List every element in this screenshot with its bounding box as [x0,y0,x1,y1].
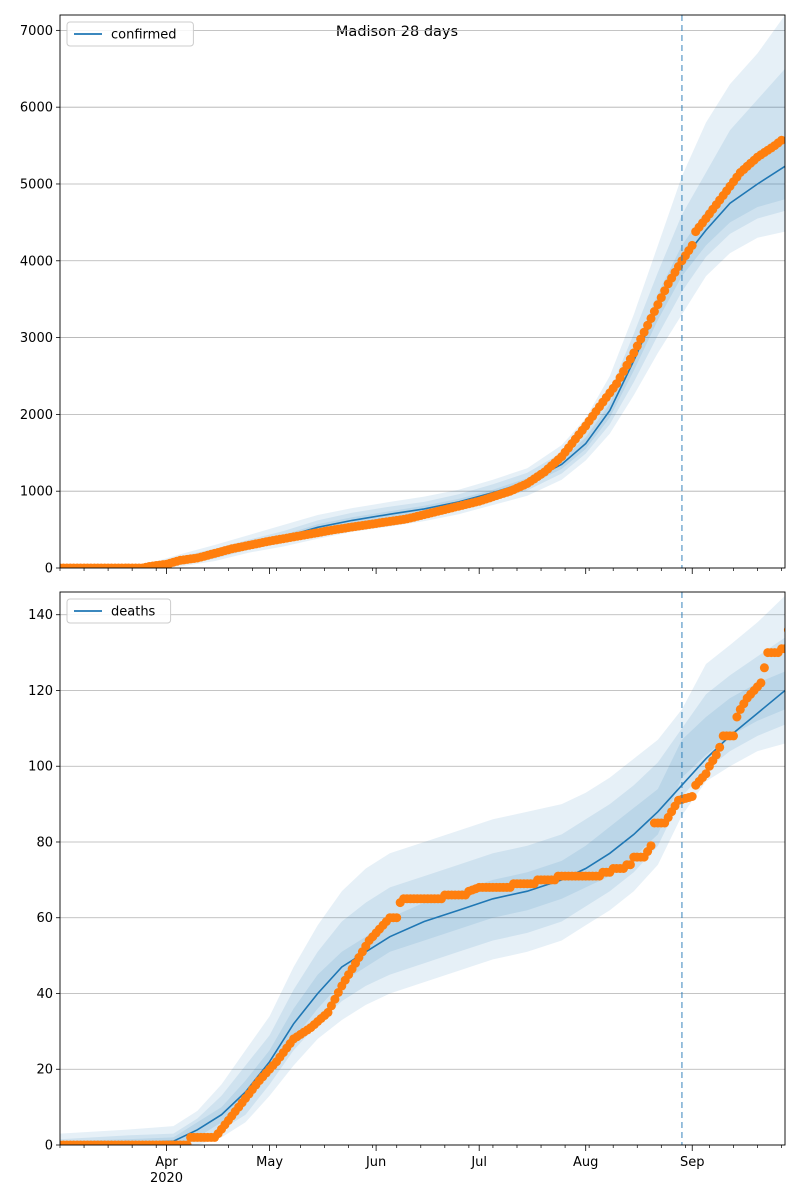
observed-point [756,678,766,688]
x-tick-label: May [256,1155,283,1170]
observed-point [687,240,697,250]
observed-point [653,300,663,310]
y-tick-label: 120 [28,684,53,699]
legend-label: confirmed [111,28,177,43]
confidence-band-inner [60,671,785,1145]
observed-point [660,286,670,296]
observed-point [732,712,742,722]
legend-box [66,598,172,624]
y-tick-label: 2000 [20,408,53,423]
figure-title: Madison 28 days [336,24,458,40]
confidence-band-middle [60,68,785,568]
observed-point [701,769,711,779]
observed-point [333,988,343,997]
y-tick-label: 40 [36,987,53,1002]
x-tick-sublabel: 2020 [150,1171,183,1186]
plot-area [60,15,785,568]
observed-point [646,313,656,323]
observed-point [656,293,666,303]
y-tick-label: 6000 [20,101,53,116]
observed-point [729,731,738,741]
y-tick-label: 100 [28,760,53,775]
axes-frame [59,14,786,569]
confidence-band-middle [60,637,785,1145]
y-tick-label: 5000 [20,177,53,192]
x-tick-label: Apr [155,1155,178,1170]
confidence-band-outer [60,595,785,1145]
observed-point [326,1001,336,1011]
y-tick-label: 3000 [20,331,53,346]
observed-point [780,644,785,654]
observed-point [787,625,796,634]
y-tick-label: 80 [36,835,53,850]
y-tick-label: 0 [45,562,53,577]
observed-point [711,750,721,760]
legend-box [66,21,194,47]
y-tick-label: 140 [28,608,53,623]
fit-line [60,689,785,1145]
observed-point [759,663,769,673]
y-tick-label: 4000 [20,254,53,269]
legend-label: deaths [111,605,156,620]
observed-point [636,334,646,344]
observed-point [625,860,635,870]
legend: confirmed [66,21,194,47]
y-tick-label: 7000 [20,24,53,39]
confidence-band-outer [60,15,785,568]
observed-point [629,348,639,358]
observed-point [632,341,642,351]
observed-point [392,913,402,923]
confidence-band-inner [60,137,785,568]
y-tick-label: 60 [36,911,53,926]
x-tick-label: Aug [573,1155,598,1170]
observed-point [639,327,649,337]
observed-point [687,792,697,801]
observed-point [643,320,653,330]
y-tick-label: 20 [36,1063,53,1078]
plot-area [60,595,796,1145]
y-tick-label: 1000 [20,485,53,500]
observed-point [777,135,785,145]
confirmed-chart-panel: 0 1000 2000 3000 4000 5000 6000 7000 confirmed [20,14,786,577]
observed-point [715,742,725,752]
observed-point [649,307,659,316]
x-tick-label: Jun [365,1155,386,1170]
x-tick-label: Jul [470,1155,487,1170]
x-tick-label: Sep [680,1155,705,1170]
axes-frame [59,591,786,1146]
legend: deaths [66,598,172,624]
observed-point [330,994,340,1004]
y-tick-label: 0 [45,1139,53,1154]
observed-point [646,841,656,851]
